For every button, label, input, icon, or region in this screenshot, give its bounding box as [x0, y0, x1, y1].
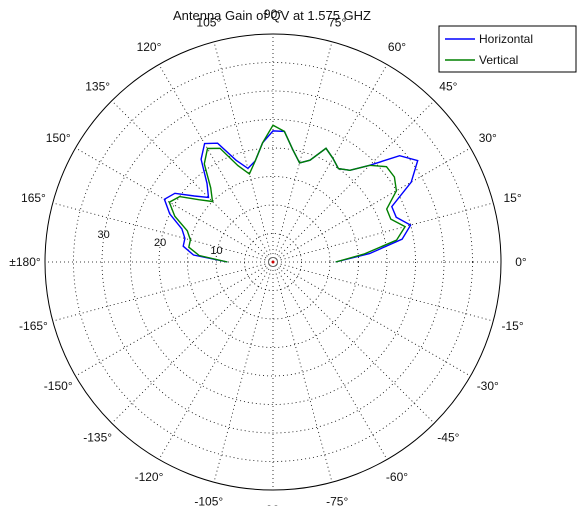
chart-title: Antenna Gain of QV at 1.575 GHZ — [173, 8, 371, 23]
grid-ring — [158, 147, 388, 377]
angle-tick-label: -120° — [135, 470, 164, 484]
series-line-vertical — [168, 124, 407, 263]
angle-tick-label: 30° — [479, 131, 497, 145]
center-marker — [271, 260, 275, 264]
grid-ring — [244, 233, 302, 291]
grid-ring — [73, 62, 473, 462]
angle-tick-label: 0° — [515, 255, 527, 269]
angle-tick-label: 150° — [46, 131, 71, 145]
grid-ring — [130, 119, 416, 405]
angle-tick-label: 165° — [21, 191, 46, 205]
tick-labels: 10 20 30 0° 15° 30° 45° 60° 75° 90° 105° 120° 135° 15… — [9, 7, 527, 506]
grid-ring — [215, 204, 331, 320]
grid-ring — [187, 176, 359, 348]
angle-tick-label: 60° — [388, 40, 406, 54]
angle-tick-label: -30° — [477, 379, 499, 393]
angle-tick-label: 45° — [439, 80, 457, 94]
legend-box — [438, 25, 577, 73]
radial-tick-label: 10 — [210, 245, 222, 257]
angle-tick-label: 105° — [196, 15, 221, 29]
angle-tick-label: -60° — [386, 470, 408, 484]
angle-tick-label: -15° — [501, 319, 523, 333]
angle-tick-label: -135° — [83, 430, 112, 444]
angle-tick-label: ±180° — [9, 255, 41, 269]
radial-tick-label: 30 — [98, 229, 110, 241]
legend-label-vertical: Vertical — [479, 53, 518, 67]
angle-tick-label: -90° — [262, 503, 284, 506]
angle-tick-label: -150° — [44, 379, 73, 393]
legend-label-horizontal: Horizontal — [479, 32, 533, 46]
series-line-horizontal — [163, 130, 419, 263]
legend: Horizontal Vertical — [438, 25, 577, 73]
grid-ring — [101, 90, 445, 434]
angle-tick-label: 75° — [328, 15, 346, 29]
angle-tick-label: 120° — [137, 40, 162, 54]
angle-tick-label: -75° — [326, 495, 348, 506]
angle-tick-label: -165° — [19, 319, 48, 333]
angle-tick-label: -45° — [437, 430, 459, 444]
angle-tick-label: -105° — [194, 495, 223, 506]
series-layer — [163, 124, 419, 264]
angle-tick-label: 135° — [85, 80, 110, 94]
angle-tick-label: 15° — [503, 191, 521, 205]
radial-tick-label: 20 — [154, 237, 166, 249]
angle-tick-label: 90° — [264, 7, 282, 21]
